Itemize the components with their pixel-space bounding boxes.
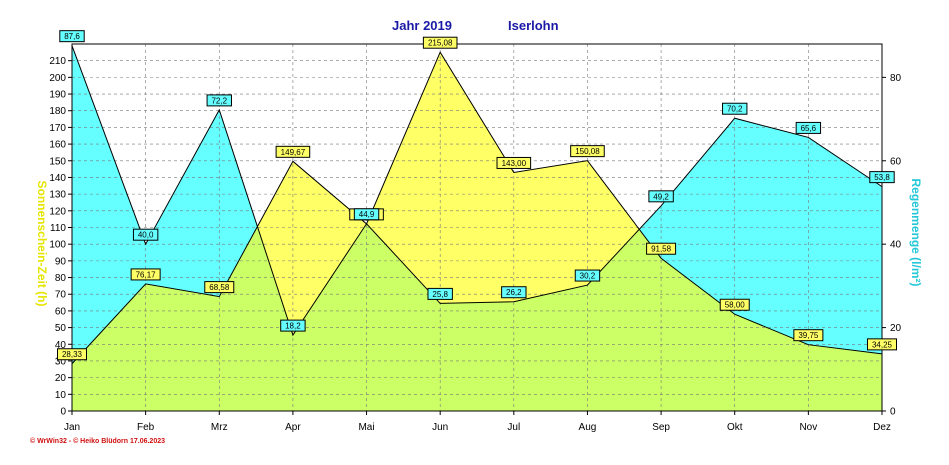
left-tick-label: 110 — [50, 223, 66, 234]
rain-data-label-box — [869, 171, 895, 184]
sun-data-label-box — [496, 156, 532, 169]
rain-data-label-box — [795, 121, 822, 134]
right-tick-label: 20 — [890, 323, 902, 334]
left-tick-label: 160 — [49, 140, 66, 151]
sun-data-label-box — [867, 338, 897, 351]
rain-data-label: 49,2 — [653, 192, 669, 201]
sun-data-label: 58,00 — [725, 301, 746, 310]
sun-data-label-box — [130, 268, 161, 281]
sun-data-label-box — [275, 145, 311, 158]
left-tick-label: 140 — [49, 173, 66, 184]
rain-data-label: 40,0 — [138, 231, 154, 240]
rain-data-label: 25,8 — [432, 290, 448, 299]
left-tick-label: 10 — [55, 390, 67, 401]
x-tick-label: Jan — [64, 422, 80, 433]
right-tick-label: 0 — [890, 407, 896, 418]
sun-data-label: 91,58 — [651, 245, 672, 254]
rain-data-label: 30,2 — [580, 272, 596, 281]
x-tick-label: Dez — [873, 422, 891, 433]
left-tick-label: 210 — [49, 56, 66, 67]
x-tick-label: Jun — [432, 422, 448, 433]
rain-data-label: 26,2 — [506, 288, 522, 297]
left-tick-label: 130 — [49, 190, 66, 201]
sun-data-label-box — [422, 36, 458, 49]
sun-data-label: 215,08 — [428, 39, 453, 48]
rain-data-label: 44,9 — [359, 210, 375, 219]
left-tick-label: 20 — [55, 373, 67, 384]
rain-data-label: 65,6 — [801, 124, 817, 133]
left-tick-label: 60 — [55, 306, 67, 317]
left-tick-label: 30 — [55, 356, 67, 367]
sun-data-label: 149,67 — [281, 148, 306, 157]
left-tick-label: 50 — [55, 323, 67, 334]
rain-data-label: 70,2 — [727, 105, 743, 114]
left-tick-label: 70 — [55, 290, 67, 301]
sun-data-label: 68,58 — [209, 283, 230, 292]
sun-data-label-box — [57, 348, 87, 361]
sun-data-label: 150,08 — [575, 147, 600, 156]
left-tick-label: 180 — [49, 106, 66, 117]
rain-data-label: 53,8 — [874, 173, 890, 182]
sun-data-label-box — [204, 281, 235, 294]
sun-data-label-box — [793, 329, 824, 342]
left-tick-label: 80 — [55, 273, 67, 284]
sun-data-label-box — [570, 145, 605, 158]
sun-data-label: 39,75 — [798, 331, 819, 340]
x-tick-label: Nov — [799, 422, 817, 433]
rain-data-label-box — [722, 102, 748, 115]
x-tick-label: Okt — [727, 422, 743, 433]
rain-data-label-box — [280, 319, 306, 332]
rain-data-label: 72,2 — [211, 96, 227, 105]
left-tick-label: 120 — [49, 206, 66, 217]
x-tick-label: Apr — [285, 422, 301, 433]
footer-credit: © WrWin32 - © Heiko Blüdorn 17.06.2023 — [30, 438, 165, 445]
rain-data-label: 18,2 — [285, 322, 301, 331]
rain-data-label: 87,6 — [64, 32, 80, 41]
y-axis-label-right: Regenmenge (l/m²) — [909, 178, 923, 286]
rain-data-label-box — [648, 190, 674, 203]
rain-data-label-box — [132, 228, 159, 241]
x-tick-label: Jul — [507, 422, 520, 433]
left-tick-label: 200 — [49, 73, 66, 84]
right-tick-label: 40 — [890, 240, 902, 251]
rain-data-label-box — [427, 287, 453, 300]
sun-data-label: 76,17 — [136, 270, 157, 279]
left-tick-label: 0 — [60, 407, 66, 418]
rain-data-label-box — [353, 208, 380, 221]
sun-data-label: 143,00 — [502, 159, 527, 168]
left-tick-label: 170 — [49, 123, 66, 134]
x-tick-label: Feb — [137, 422, 155, 433]
rain-data-label-box — [59, 30, 85, 43]
sun-data-label: 34,25 — [872, 340, 893, 349]
x-tick-label: Sep — [652, 422, 670, 433]
right-tick-label: 60 — [890, 156, 902, 167]
left-tick-label: 190 — [49, 90, 66, 101]
chart-title-year: Jahr 2019 — [392, 18, 452, 33]
sun-data-label-box — [646, 242, 677, 255]
left-tick-label: 100 — [49, 240, 66, 251]
sun-line — [71, 51, 883, 365]
sun-data-label: 28,33 — [62, 350, 83, 359]
rain-data-label-box — [574, 269, 601, 282]
overlap-area — [72, 52, 882, 411]
x-tick-label: Mrz — [211, 422, 228, 433]
x-tick-label: Aug — [579, 422, 597, 433]
x-tick-label: Mai — [358, 422, 374, 433]
right-tick-label: 80 — [890, 73, 902, 84]
sun-data-label-box — [719, 298, 750, 311]
chart-svg: 0 10 20 30 40 50 60 70 80 90 100 110 120 130 140 150 160… — [35, 30, 923, 433]
left-tick-label: 90 — [55, 256, 67, 267]
y-axis-label-left: Sonnenschein-Zeit (h) — [35, 181, 49, 307]
rain-data-label-box — [206, 94, 232, 107]
rain-data-label-box — [501, 286, 527, 299]
left-tick-label: 150 — [49, 156, 66, 167]
rain-line — [71, 45, 883, 337]
left-tick-label: 40 — [55, 340, 67, 351]
chart-title-place: Iserlohn — [508, 18, 559, 33]
